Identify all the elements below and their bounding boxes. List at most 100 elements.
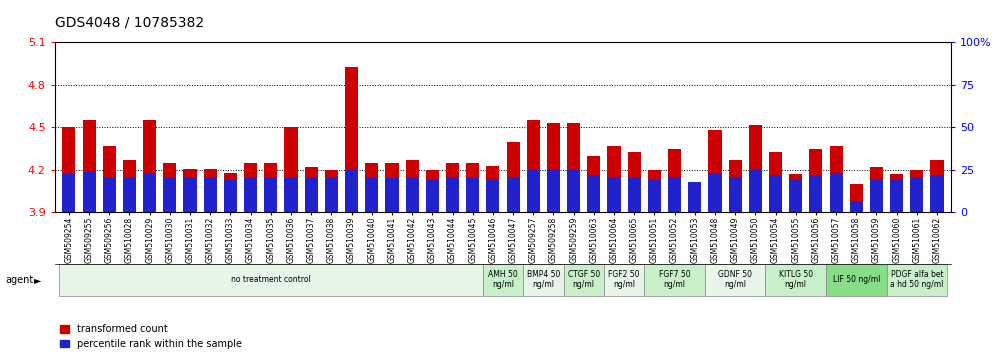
Bar xyxy=(608,146,621,212)
Bar xyxy=(789,180,803,212)
Bar xyxy=(203,169,217,212)
Bar xyxy=(647,180,661,212)
Bar xyxy=(405,178,418,212)
Bar xyxy=(345,170,359,212)
Bar xyxy=(910,178,923,212)
Bar xyxy=(366,163,378,212)
Bar xyxy=(708,130,721,212)
Bar xyxy=(224,180,237,212)
Bar xyxy=(647,170,661,212)
Bar xyxy=(123,160,136,212)
Bar xyxy=(810,175,823,212)
Bar xyxy=(870,180,883,212)
Bar xyxy=(466,178,479,212)
Bar xyxy=(547,170,560,212)
Bar xyxy=(203,178,217,212)
Text: FGF2 50
ng/ml: FGF2 50 ng/ml xyxy=(609,270,639,289)
Bar xyxy=(446,163,459,212)
Bar xyxy=(345,67,359,212)
Bar xyxy=(749,125,762,212)
Bar xyxy=(244,178,257,212)
Bar xyxy=(930,160,943,212)
Bar xyxy=(285,127,298,212)
Bar xyxy=(930,175,943,212)
Bar xyxy=(769,152,782,212)
Bar xyxy=(830,146,843,212)
Bar xyxy=(264,163,277,212)
Bar xyxy=(527,120,540,212)
Bar xyxy=(527,170,540,212)
Bar xyxy=(305,167,318,212)
Bar xyxy=(425,180,439,212)
Text: CTGF 50
ng/ml: CTGF 50 ng/ml xyxy=(568,270,600,289)
Text: LIF 50 ng/ml: LIF 50 ng/ml xyxy=(833,275,880,284)
Bar xyxy=(588,156,601,212)
Bar xyxy=(385,163,398,212)
Bar xyxy=(850,200,863,212)
Bar xyxy=(749,170,762,212)
Bar xyxy=(224,173,237,212)
Bar xyxy=(123,178,136,212)
Bar xyxy=(83,172,96,212)
Bar xyxy=(63,127,76,212)
Bar xyxy=(163,178,176,212)
Bar xyxy=(446,178,459,212)
Text: BMP4 50
ng/ml: BMP4 50 ng/ml xyxy=(527,270,560,289)
Bar xyxy=(627,178,640,212)
Text: no treatment control: no treatment control xyxy=(231,275,311,284)
Bar xyxy=(264,178,277,212)
Bar xyxy=(729,177,742,212)
Bar xyxy=(486,166,499,212)
Bar xyxy=(385,178,398,212)
Bar xyxy=(567,170,581,212)
Bar xyxy=(608,177,621,212)
Text: PDGF alfa bet
a hd 50 ng/ml: PDGF alfa bet a hd 50 ng/ml xyxy=(890,270,943,289)
Bar xyxy=(708,173,721,212)
Bar xyxy=(850,184,863,212)
Bar xyxy=(486,180,499,212)
Bar xyxy=(325,170,338,212)
Bar xyxy=(627,152,640,212)
Bar xyxy=(769,175,782,212)
Bar xyxy=(890,174,903,212)
Bar xyxy=(366,178,378,212)
Bar xyxy=(547,123,560,212)
Bar xyxy=(870,167,883,212)
Bar xyxy=(668,177,681,212)
Bar xyxy=(789,174,803,212)
Bar xyxy=(466,163,479,212)
Bar xyxy=(143,120,156,212)
Bar xyxy=(507,177,520,212)
Bar xyxy=(668,149,681,212)
Bar xyxy=(103,178,116,212)
Bar xyxy=(325,178,338,212)
Bar xyxy=(507,142,520,212)
Bar xyxy=(305,178,318,212)
Bar xyxy=(244,163,257,212)
Bar xyxy=(910,170,923,212)
Bar xyxy=(83,120,96,212)
Bar xyxy=(810,149,823,212)
Bar xyxy=(729,160,742,212)
Bar xyxy=(567,123,581,212)
Bar xyxy=(688,182,701,212)
Bar xyxy=(183,178,196,212)
Legend: transformed count, percentile rank within the sample: transformed count, percentile rank withi… xyxy=(60,324,242,349)
Bar xyxy=(425,170,439,212)
Bar xyxy=(405,160,418,212)
Bar xyxy=(183,169,196,212)
Text: ►: ► xyxy=(34,275,42,285)
Text: FGF7 50
ng/ml: FGF7 50 ng/ml xyxy=(658,270,690,289)
Bar xyxy=(588,175,601,212)
Bar xyxy=(285,178,298,212)
Bar xyxy=(163,163,176,212)
Text: GDNF 50
ng/ml: GDNF 50 ng/ml xyxy=(718,270,752,289)
Text: agent: agent xyxy=(5,275,33,285)
Text: AMH 50
ng/ml: AMH 50 ng/ml xyxy=(488,270,518,289)
Bar xyxy=(143,173,156,212)
Text: GDS4048 / 10785382: GDS4048 / 10785382 xyxy=(55,16,204,30)
Bar xyxy=(688,184,701,212)
Bar xyxy=(830,173,843,212)
Bar xyxy=(890,180,903,212)
Bar xyxy=(63,173,76,212)
